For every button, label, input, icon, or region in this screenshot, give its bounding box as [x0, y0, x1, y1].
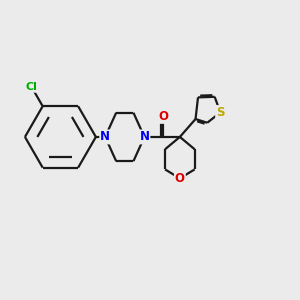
Text: N: N	[140, 130, 149, 143]
Text: N: N	[100, 130, 110, 143]
Text: O: O	[158, 110, 168, 123]
Text: S: S	[216, 106, 225, 119]
Text: Cl: Cl	[26, 82, 38, 92]
Text: O: O	[175, 172, 185, 185]
